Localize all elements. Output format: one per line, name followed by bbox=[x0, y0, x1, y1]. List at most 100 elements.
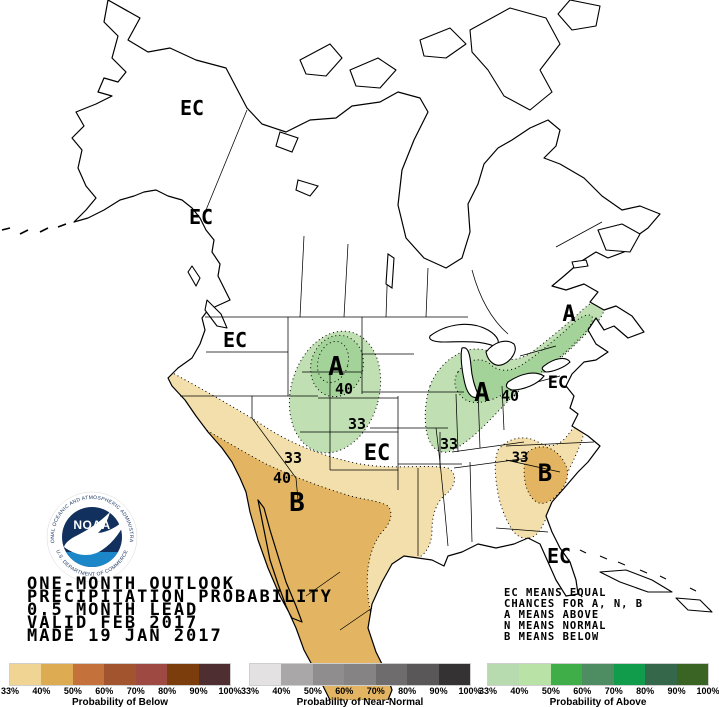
state-lines bbox=[180, 109, 603, 631]
map-label-a: A bbox=[474, 378, 490, 408]
map-label-ec: EC bbox=[180, 96, 204, 120]
title-line: MADE 19 JAN 2017 bbox=[27, 626, 223, 646]
colorbar-segment bbox=[198, 664, 230, 685]
colorbar-segments bbox=[249, 663, 471, 686]
title-line: PRECIPITATION PROBABILITY bbox=[27, 587, 333, 607]
colorbar-tick-label: 50% bbox=[303, 686, 322, 696]
map-label-33: 33 bbox=[348, 415, 366, 433]
island-vancouver bbox=[204, 299, 228, 329]
island-anticosti bbox=[571, 259, 589, 269]
map-label-ec: EC bbox=[364, 441, 391, 466]
colorbar-segment bbox=[250, 664, 282, 685]
map-label-b: B bbox=[538, 459, 552, 487]
colorbar-below: 33% 40% 50% 60% 70% 80% 90% 100% Probability of … bbox=[1, 663, 242, 707]
seagull-icon bbox=[64, 512, 127, 556]
legend-line: N MEANS NORMAL bbox=[504, 620, 607, 632]
colorbar-tick-label: 40% bbox=[272, 686, 291, 696]
map-label-ec: EC bbox=[548, 373, 568, 393]
colorbar-tick-label: 100% bbox=[458, 686, 482, 696]
islands bbox=[187, 0, 713, 613]
logo-arc-top-text: NATIONAL OCEANIC AND ATMOSPHERIC ADMINIS… bbox=[0, 0, 134, 543]
colorbar-tick-label: 70% bbox=[366, 686, 385, 696]
colorbar-segment bbox=[550, 664, 583, 685]
colorbar-segment bbox=[488, 664, 520, 685]
title-line: 0.5 MONTH LEAD bbox=[27, 600, 199, 620]
colorbar-above: 33% 40% 50% 60% 70% 80% 90% 100% Probability of … bbox=[479, 663, 719, 707]
colorbar-near-normal: 33% 40% 50% 60% 70% 80% 90% 100% Probability of … bbox=[241, 663, 482, 707]
colorbar-segment bbox=[167, 664, 199, 685]
colorbar-tick-label: 80% bbox=[158, 686, 177, 696]
colorbar-segment bbox=[281, 664, 313, 685]
map-label-33: 33 bbox=[440, 435, 458, 453]
svg-text:NATIONAL OCEANIC AND ATMOSPHER: NATIONAL OCEANIC AND ATMOSPHERIC ADMINIS… bbox=[0, 0, 134, 543]
island-arctic bbox=[419, 27, 467, 59]
coastline bbox=[1, 0, 661, 701]
colorbar-tick-label: 40% bbox=[32, 686, 51, 696]
island-north bbox=[557, 0, 601, 31]
island-newfoundland bbox=[597, 223, 641, 253]
map-label-ec: EC bbox=[223, 328, 247, 352]
colorbar-segment bbox=[104, 664, 136, 685]
map-label-33: 33 bbox=[284, 449, 302, 467]
legend-line: EC MEANS EQUAL bbox=[504, 587, 607, 599]
logo-noaa-text: NOAA bbox=[73, 518, 110, 532]
colorbar-tick-label: 40% bbox=[510, 686, 529, 696]
lake-erie bbox=[505, 372, 545, 391]
island-banks bbox=[299, 43, 343, 77]
lake-great-bear bbox=[275, 131, 299, 153]
lake-ontario bbox=[541, 357, 571, 373]
colorbar-segment bbox=[135, 664, 168, 685]
map-label-40: 40 bbox=[335, 380, 353, 398]
colorbar-segment bbox=[344, 664, 376, 685]
colorbar-tick-label: 60% bbox=[95, 686, 114, 696]
island-victoria bbox=[349, 57, 397, 89]
colorbar-tick-label: 100% bbox=[218, 686, 242, 696]
colorbar-segment bbox=[438, 664, 470, 685]
colorbar-tick-label: 70% bbox=[126, 686, 145, 696]
colorbar-segment bbox=[375, 664, 408, 685]
title-line: ONE-MONTH OUTLOOK bbox=[27, 574, 235, 594]
colorbar-segment bbox=[407, 664, 439, 685]
island-baffin bbox=[469, 7, 561, 111]
colorbar-tick-label: 90% bbox=[667, 686, 686, 696]
colorbar-segment bbox=[10, 664, 42, 685]
map-label-a: A bbox=[328, 352, 344, 382]
legend-line: A MEANS ABOVE bbox=[504, 609, 600, 621]
island-hispaniola bbox=[675, 597, 713, 613]
colorbar-segment bbox=[41, 664, 73, 685]
island-haida-gwaii bbox=[187, 265, 201, 287]
colorbar-segment bbox=[582, 664, 614, 685]
colorbar-tick-label: 80% bbox=[636, 686, 655, 696]
colorbar-caption: Probability of Near-Normal bbox=[296, 697, 424, 707]
colorbar-tick-label: 33% bbox=[478, 686, 498, 696]
colorbar-tick-label: 90% bbox=[189, 686, 208, 696]
colorbar-tick-label: 100% bbox=[696, 686, 719, 696]
map-label-40: 40 bbox=[501, 387, 519, 405]
colorbar-tick-label: 33% bbox=[240, 686, 260, 696]
colorbar-tick-label: 50% bbox=[541, 686, 560, 696]
colorbar-tick-label: 33% bbox=[0, 686, 20, 696]
colorbar-segment bbox=[312, 664, 345, 685]
lake-great-slave bbox=[295, 179, 319, 197]
region-above-plains-core-contour bbox=[316, 340, 350, 384]
colorbar-caption: Probability of Below bbox=[71, 697, 169, 707]
colorbar-tick-label: 90% bbox=[429, 686, 448, 696]
colorbar-segments bbox=[9, 663, 231, 686]
island-bahamas bbox=[579, 549, 697, 592]
legend-line: B MEANS BELOW bbox=[504, 631, 600, 643]
lake-superior bbox=[429, 323, 499, 347]
title-line: VALID FEB 2017 bbox=[27, 613, 199, 633]
colorbar-tick-label: 60% bbox=[335, 686, 354, 696]
colorbar-segment bbox=[613, 664, 646, 685]
map-label-40: 40 bbox=[273, 469, 291, 487]
region-below-southeast-40 bbox=[523, 446, 569, 504]
map-label-ec: EC bbox=[189, 205, 213, 229]
colorbar-caption: Probability of Above bbox=[549, 697, 647, 707]
map-label-33: 33 bbox=[512, 450, 529, 466]
region-above-northeast-40 bbox=[454, 314, 593, 403]
title-block: ONE-MONTH OUTLOOK PRECIPITATION PROBABILI… bbox=[27, 574, 333, 646]
colorbar-segment bbox=[519, 664, 551, 685]
